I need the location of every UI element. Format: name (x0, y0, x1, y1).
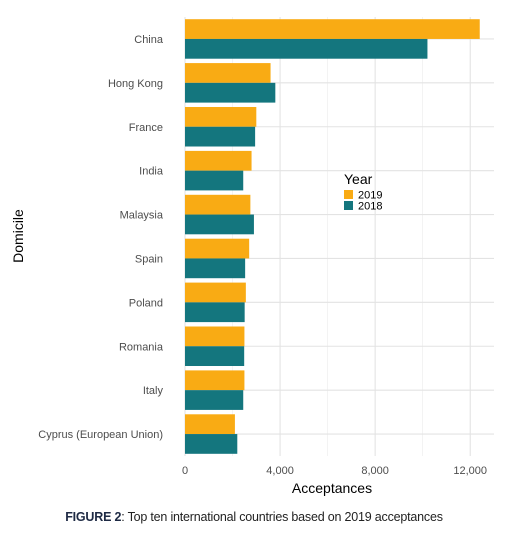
legend-swatch-2018 (344, 201, 353, 210)
bar-2018-poland (185, 302, 245, 323)
bar-2018-italy (185, 390, 244, 410)
bar-2018-romania (185, 346, 245, 367)
bar-2019-malaysia (185, 194, 251, 215)
legend-title: Year (344, 171, 373, 187)
bar-2018-china (185, 38, 428, 59)
bar-2018-india (185, 170, 244, 191)
bar-chart: China Hong Kong France India Malaysia Spain Po… (10, 17, 494, 496)
bar-2018-spain (185, 258, 246, 279)
y-tick-label: Poland (129, 297, 163, 309)
y-tick-label: Romania (119, 341, 164, 353)
legend-swatch-2019 (344, 190, 353, 199)
x-tick-label: 12,000 (453, 465, 487, 477)
x-tick-labels: 0 4,000 8,000 12,000 (182, 465, 487, 477)
y-tick-labels: China Hong Kong France India Malaysia Spain Po… (38, 34, 164, 441)
bar-2018-hong-kong (185, 82, 276, 103)
y-tick-label: China (134, 34, 164, 46)
bars-layer (185, 19, 480, 454)
y-tick-label: Malaysia (120, 210, 164, 222)
caption-label: FIGURE 2 (65, 510, 122, 524)
x-tick-label: 4,000 (266, 465, 294, 477)
y-tick-label: France (129, 122, 163, 134)
x-axis-label: Acceptances (292, 480, 372, 496)
legend-label-2018: 2018 (358, 201, 382, 213)
y-tick-label: Spain (135, 253, 163, 265)
bar-2019-hong-kong (185, 63, 271, 83)
y-tick-label: India (139, 166, 164, 178)
bar-2019-poland (185, 282, 246, 303)
figure-caption: FIGURE 2: Top ten international countrie… (0, 510, 508, 524)
bar-2018-cyprus-european-union (185, 434, 238, 454)
y-tick-label: Cyprus (European Union) (38, 429, 163, 441)
bar-2019-india (185, 150, 252, 171)
y-axis-label: Domicile (10, 209, 26, 263)
x-tick-label: 0 (182, 465, 188, 477)
bar-2019-spain (185, 238, 250, 259)
bar-2019-italy (185, 370, 245, 391)
caption-text: : Top ten international countries based … (121, 510, 443, 524)
bar-2018-france (185, 126, 256, 147)
bar-2018-malaysia (185, 214, 254, 235)
legend-label-2019: 2019 (358, 190, 382, 202)
y-tick-label: Hong Kong (108, 78, 163, 90)
bar-2019-france (185, 106, 257, 127)
bar-2019-china (185, 19, 480, 39)
bar-2019-cyprus-european-union (185, 414, 235, 435)
y-tick-label: Italy (143, 385, 164, 397)
bar-2019-romania (185, 326, 245, 347)
x-tick-label: 8,000 (361, 465, 389, 477)
